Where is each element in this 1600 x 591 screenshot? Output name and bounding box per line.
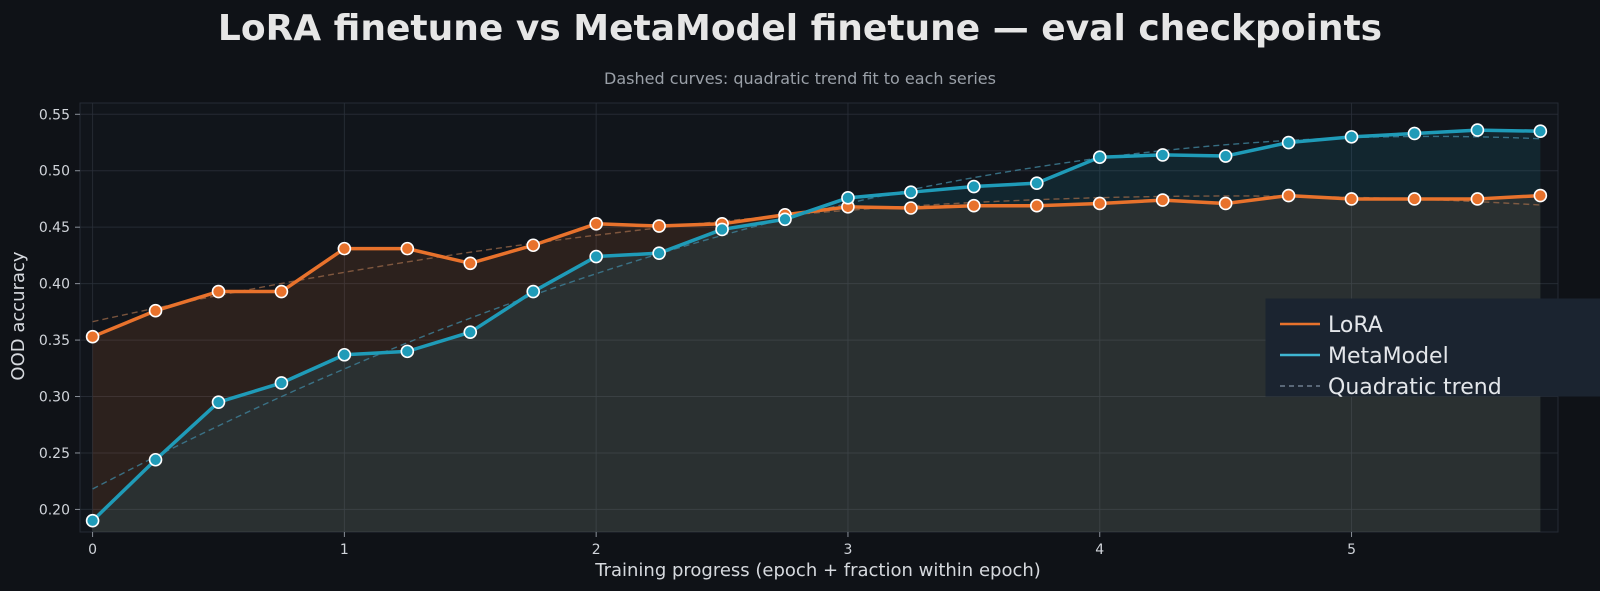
lora-point: [1281, 188, 1296, 203]
lora-point: [337, 241, 352, 256]
lora-point: [1470, 192, 1485, 206]
x-tick-label: 0: [88, 542, 97, 558]
chart-title: LoRA finetune vs MetaModel finetune — ev…: [218, 8, 1382, 49]
metamodel-point: [841, 191, 855, 205]
x-axis-label: Training progress (epoch + fraction with…: [594, 560, 1041, 581]
metamodel-point: [1344, 130, 1359, 144]
y-tick-label: 0.40: [39, 277, 70, 293]
metamodel-point: [463, 325, 478, 339]
y-tick-label: 0.55: [39, 107, 70, 123]
metamodel-point: [1470, 123, 1485, 137]
metamodel-point: [148, 452, 163, 467]
lora-point: [1344, 192, 1359, 206]
metamodel-point: [1092, 150, 1107, 164]
x-tick-label: 2: [592, 542, 601, 558]
metamodel-point: [1281, 135, 1296, 150]
metamodel-point: [652, 246, 666, 260]
lora-point: [148, 303, 163, 318]
lora-area-fill: [92, 195, 1541, 533]
x-tick-label: 4: [1095, 542, 1104, 558]
y-tick-label: 0.30: [39, 390, 70, 406]
metamodel-point: [400, 344, 415, 359]
lora-point: [85, 329, 100, 344]
metamodel-point: [1533, 124, 1548, 139]
y-tick-label: 0.20: [39, 502, 70, 518]
lora-point: [526, 238, 541, 253]
lora-point: [1155, 193, 1170, 207]
lora-point: [400, 241, 415, 256]
lora-point: [463, 256, 478, 271]
chart-subtitle: Dashed curves: quadratic trend fit to ea…: [604, 69, 996, 88]
legend-entry-metamodel-label: MetaModel: [1328, 344, 1449, 369]
lora-point: [274, 284, 289, 299]
lora-point: [652, 219, 666, 233]
legend-box: [1265, 298, 1600, 397]
metamodel-point: [211, 395, 226, 409]
legend: LoRA MetaModel Quadratic trend: [1265, 298, 1600, 400]
y-tick-label: 0.45: [39, 220, 70, 236]
y-tick-label: 0.50: [39, 164, 70, 180]
metamodel-point: [1218, 149, 1233, 163]
lora-point: [1218, 196, 1233, 211]
metamodel-series-line: [91, 128, 1541, 522]
metamodel-point: [274, 376, 289, 390]
lora-point: [1407, 192, 1422, 206]
x-tick-label: 5: [1347, 542, 1356, 558]
metamodel-point: [715, 222, 729, 237]
lora-point: [589, 216, 603, 231]
metamodel-point: [967, 179, 981, 194]
lora-point: [211, 284, 226, 299]
metamodel-point: [1407, 126, 1422, 141]
metamodel-area-fill: [92, 130, 1541, 533]
y-tick-label: 0.25: [39, 446, 70, 462]
metamodel-point: [778, 212, 792, 227]
x-tick-label: 3: [843, 542, 852, 558]
lora-point: [967, 198, 981, 213]
metamodel-point: [589, 249, 603, 264]
legend-entry-trend-label: Quadratic trend: [1328, 375, 1502, 400]
metamodel-point: [904, 185, 918, 199]
metamodel-point: [1029, 176, 1044, 190]
y-tick-label: 0.35: [39, 333, 70, 349]
metamodel-point: [526, 284, 541, 299]
lora-point: [1029, 198, 1044, 213]
metamodel-point: [337, 347, 352, 362]
metamodel-point: [1155, 148, 1170, 162]
lora-series-line: [91, 193, 1541, 339]
legend-entry-lora-label: LoRA: [1328, 313, 1383, 338]
x-tick-label: 1: [340, 542, 349, 558]
lora-point: [1092, 196, 1107, 211]
lora-point: [1533, 188, 1548, 203]
metamodel-point: [85, 513, 100, 528]
y-axis-label: OOD accuracy: [8, 251, 29, 380]
lora-point: [904, 201, 918, 215]
